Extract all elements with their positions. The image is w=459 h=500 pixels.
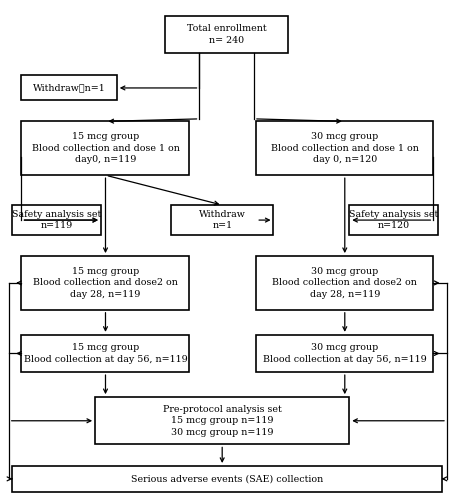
FancyBboxPatch shape <box>22 76 117 100</box>
FancyBboxPatch shape <box>171 205 274 235</box>
FancyBboxPatch shape <box>22 256 190 310</box>
Text: Total enrollment
n= 240: Total enrollment n= 240 <box>187 24 267 44</box>
Text: 30 mcg group
Blood collection at day 56, n=119: 30 mcg group Blood collection at day 56,… <box>263 343 427 363</box>
FancyBboxPatch shape <box>256 256 433 310</box>
FancyBboxPatch shape <box>12 205 101 235</box>
Text: Pre-protocol analysis set
15 mcg group n=119
30 mcg group n=119: Pre-protocol analysis set 15 mcg group n… <box>163 405 281 436</box>
FancyBboxPatch shape <box>95 397 349 444</box>
FancyBboxPatch shape <box>165 16 288 53</box>
Text: 15 mcg group
Blood collection at day 56, n=119: 15 mcg group Blood collection at day 56,… <box>23 343 187 363</box>
FancyBboxPatch shape <box>256 122 433 175</box>
Text: 30 mcg group
Blood collection and dose 1 on
day 0, n=120: 30 mcg group Blood collection and dose 1… <box>271 132 419 164</box>
Text: Withdraw
n=1: Withdraw n=1 <box>199 210 246 231</box>
FancyBboxPatch shape <box>22 335 190 372</box>
FancyBboxPatch shape <box>22 122 190 175</box>
FancyBboxPatch shape <box>349 205 438 235</box>
Text: Withdraw：n=1: Withdraw：n=1 <box>33 84 106 92</box>
Text: 15 mcg group
Blood collection and dose 1 on
day0, n=119: 15 mcg group Blood collection and dose 1… <box>32 132 179 164</box>
Text: Safety analysis set
n=119: Safety analysis set n=119 <box>12 210 101 231</box>
Text: 15 mcg group
Blood collection and dose2 on
day 28, n=119: 15 mcg group Blood collection and dose2 … <box>33 267 178 299</box>
FancyBboxPatch shape <box>256 335 433 372</box>
FancyBboxPatch shape <box>12 466 442 492</box>
Text: 30 mcg group
Blood collection and dose2 on
day 28, n=119: 30 mcg group Blood collection and dose2 … <box>272 267 417 299</box>
Text: Safety analysis set
n=120: Safety analysis set n=120 <box>349 210 438 231</box>
Text: Serious adverse events (SAE) collection: Serious adverse events (SAE) collection <box>131 474 323 484</box>
